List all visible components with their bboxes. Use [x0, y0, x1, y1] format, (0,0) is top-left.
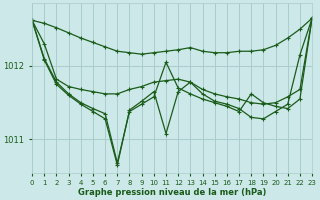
- X-axis label: Graphe pression niveau de la mer (hPa): Graphe pression niveau de la mer (hPa): [78, 188, 266, 197]
